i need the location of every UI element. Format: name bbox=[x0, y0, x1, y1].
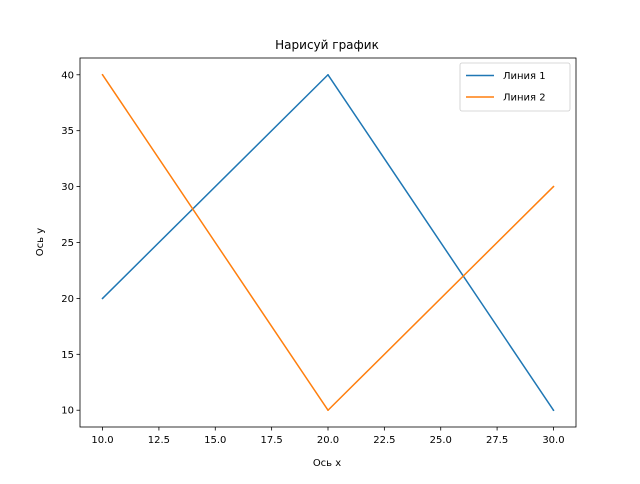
y-tick-label: 10 bbox=[61, 406, 74, 417]
x-tick-label: 15.0 bbox=[204, 435, 226, 446]
series-1-point bbox=[327, 74, 329, 76]
series-line-1 bbox=[101, 74, 555, 412]
x-tick-label: 22.5 bbox=[373, 435, 395, 446]
y-tick-label: 20 bbox=[61, 294, 74, 305]
series-2-point bbox=[552, 185, 555, 188]
x-tick-label: 27.5 bbox=[486, 435, 508, 446]
series-1-point bbox=[552, 409, 555, 411]
series-2-point bbox=[101, 74, 104, 76]
y-tick-label: 15 bbox=[61, 350, 74, 361]
y-tick-label: 25 bbox=[61, 238, 74, 249]
series-2-point bbox=[327, 409, 329, 411]
series-1-point bbox=[101, 297, 104, 300]
y-axis-label: Ось y bbox=[35, 228, 46, 256]
series-layer bbox=[101, 73, 555, 412]
y-axis: 10 15 20 25 30 35 40 bbox=[61, 70, 80, 417]
chart-title: Нарисуй график bbox=[275, 38, 379, 52]
x-tick-label: 12.5 bbox=[148, 435, 170, 446]
series-line-2 bbox=[101, 73, 555, 411]
x-tick-label: 17.5 bbox=[261, 435, 283, 446]
legend-label: Линия 2 bbox=[503, 93, 546, 104]
x-tick-label: 25.0 bbox=[430, 435, 452, 446]
legend-label: Линия 1 bbox=[503, 71, 546, 82]
y-tick-label: 30 bbox=[61, 182, 74, 193]
x-tick-label: 30.0 bbox=[542, 435, 564, 446]
x-tick-label: 10.0 bbox=[91, 435, 113, 446]
y-tick-label: 40 bbox=[61, 70, 74, 81]
x-axis-label: Ось x bbox=[313, 458, 341, 469]
y-tick-label: 35 bbox=[61, 126, 74, 137]
x-tick-label: 20.0 bbox=[317, 435, 339, 446]
legend: Линия 1 Линия 2 bbox=[459, 62, 571, 112]
x-axis: 10.0 12.5 15.0 17.5 20.0 22.5 25.0 27.5 30.0 bbox=[91, 427, 565, 446]
plot-frame bbox=[79, 57, 577, 428]
